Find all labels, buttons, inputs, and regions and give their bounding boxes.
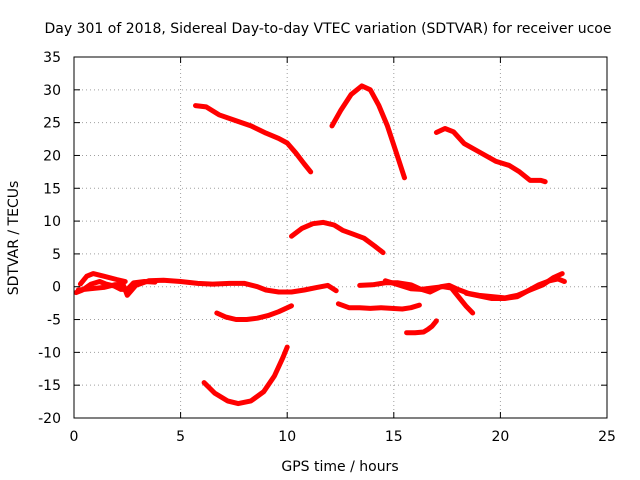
series-arc-4 bbox=[289, 219, 386, 256]
x-tick-label: 10 bbox=[278, 429, 296, 445]
y-tick-label: -20 bbox=[38, 411, 61, 427]
series-arc-13 bbox=[404, 318, 439, 336]
x-tick-label: 15 bbox=[385, 429, 403, 445]
series-arc-1 bbox=[193, 103, 314, 175]
series-arc-3 bbox=[433, 126, 548, 185]
y-tick-label: 15 bbox=[43, 181, 61, 197]
y-tick-label: -5 bbox=[47, 313, 61, 329]
series-arc-12 bbox=[335, 301, 422, 312]
y-tick-label: -10 bbox=[38, 345, 61, 361]
x-tick-label: 20 bbox=[491, 429, 509, 445]
series-arc-6 bbox=[77, 271, 128, 287]
x-tick-label: 0 bbox=[70, 429, 79, 445]
series-arc-7 bbox=[75, 277, 339, 298]
y-tick-label: -15 bbox=[38, 378, 61, 394]
series-arc-11 bbox=[214, 303, 294, 322]
plot-border bbox=[73, 56, 608, 419]
data-series bbox=[73, 83, 567, 407]
axes: 0 5 10 15 20 25 -20 -15 -10 -5 0 5 10 15 20 25 30 35 bbox=[38, 50, 616, 445]
y-tick-label: 0 bbox=[52, 280, 61, 296]
x-tick-label: 25 bbox=[598, 429, 616, 445]
series-arc-14 bbox=[201, 344, 290, 407]
y-tick-label: 25 bbox=[43, 116, 61, 132]
y-axis-label: SDTVAR / TECUs bbox=[6, 181, 22, 296]
chart-title: Day 301 of 2018, Sidereal Day-to-day VTE… bbox=[45, 21, 612, 37]
x-tick-label: 5 bbox=[176, 429, 185, 445]
series-arc-9 bbox=[382, 278, 476, 316]
y-tick-label: 30 bbox=[43, 83, 61, 99]
x-axis-label: GPS time / hours bbox=[281, 459, 398, 475]
y-tick-label: 5 bbox=[52, 247, 61, 263]
series-arc-2 bbox=[329, 83, 407, 181]
y-tick-label: 20 bbox=[43, 148, 61, 164]
series-arc-8 bbox=[357, 271, 565, 301]
grid-lines bbox=[74, 57, 607, 418]
y-tick-label: 35 bbox=[43, 50, 61, 66]
y-tick-label: 10 bbox=[43, 214, 61, 230]
series-arc-10 bbox=[463, 276, 567, 301]
